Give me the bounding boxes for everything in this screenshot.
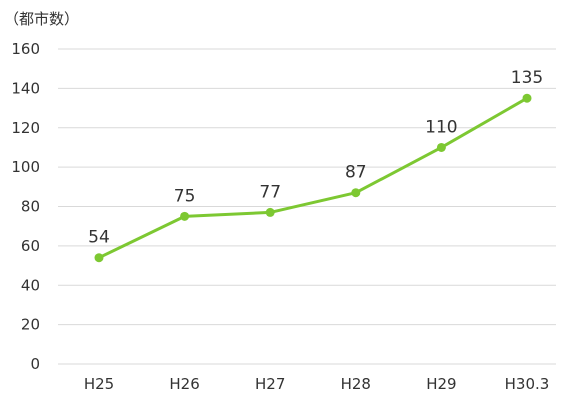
data-labels: 54 75 77 87 110 135 (88, 68, 543, 247)
x-tick-label: H26 (169, 375, 199, 393)
series-line (97, 96, 529, 260)
data-point (522, 93, 532, 103)
y-tick-label: 100 (11, 158, 40, 176)
gridlines (58, 48, 556, 365)
x-tick-label: H27 (255, 375, 285, 393)
data-label: 135 (511, 68, 543, 88)
x-tick-label: H29 (426, 375, 456, 393)
y-tick-label: 160 (11, 40, 40, 58)
data-label: 110 (425, 117, 457, 137)
y-tick-label: 140 (11, 79, 40, 97)
y-tick-label: 80 (21, 198, 40, 216)
data-label: 87 (345, 163, 367, 183)
y-tick-label: 40 (21, 276, 40, 294)
x-tick-label: H28 (341, 375, 371, 393)
data-label: 77 (259, 182, 281, 202)
y-axis-ticks: 0 20 40 60 80 100 120 140 160 (11, 40, 40, 373)
data-point (265, 207, 275, 217)
data-label: 75 (174, 186, 196, 206)
data-point (436, 142, 446, 152)
data-point (180, 211, 190, 221)
y-tick-label: 20 (21, 316, 40, 334)
y-tick-label: 120 (11, 119, 40, 137)
y-tick-label: 0 (30, 355, 40, 373)
x-axis-ticks: H25 H26 H27 H28 H29 H30.3 (84, 375, 550, 393)
x-tick-label: H30.3 (505, 375, 550, 393)
y-tick-label: 60 (21, 237, 40, 255)
data-point (351, 188, 361, 198)
data-point (94, 253, 104, 263)
x-tick-label: H25 (84, 375, 114, 393)
series-group (94, 93, 532, 263)
y-axis-unit-label: （都市数） (4, 10, 79, 28)
data-label: 54 (88, 228, 110, 248)
